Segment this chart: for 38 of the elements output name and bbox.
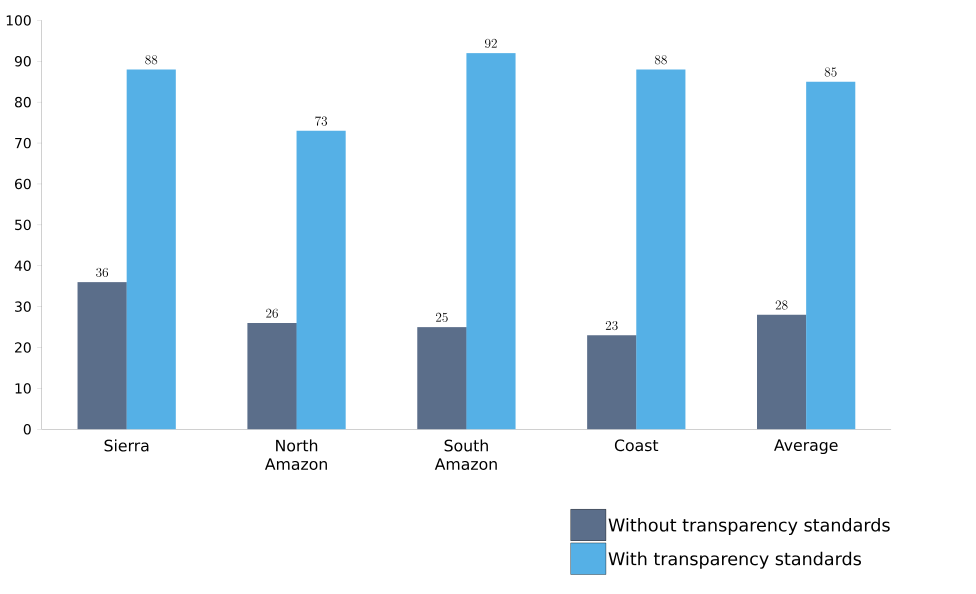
x-tick-label: Average — [774, 439, 838, 454]
bar — [587, 335, 636, 430]
bar — [466, 52, 516, 430]
y-tick-label: 80 — [14, 96, 31, 108]
data-label: 25 — [436, 312, 448, 322]
y-tick-label: 30 — [15, 301, 31, 312]
x-tick-label: Coast — [614, 439, 658, 452]
data-label: 36 — [96, 268, 108, 277]
y-tick-label: 50 — [15, 219, 31, 230]
y-tick-label: 10 — [16, 382, 31, 394]
y-tick-label: 70 — [15, 138, 31, 148]
data-label: 88 — [145, 55, 158, 64]
data-label: 26 — [266, 308, 278, 318]
legend-label: With transparency standards — [608, 552, 861, 569]
bar — [296, 130, 346, 430]
y-tick-label: 0 — [24, 424, 31, 434]
bar — [806, 82, 856, 430]
data-label: 92 — [485, 38, 497, 48]
bar — [247, 322, 297, 430]
y-tick-label: 20 — [15, 342, 31, 353]
x-tick-label: South Amazon — [434, 439, 497, 470]
y-tick-label: 90 — [14, 56, 31, 66]
bar — [636, 69, 686, 430]
legend-label: Without transparency standards — [608, 518, 890, 535]
data-label: 85 — [824, 67, 837, 76]
data-label: 73 — [315, 116, 328, 126]
data-label: 23 — [606, 320, 618, 330]
bar — [417, 326, 466, 430]
x-tick-label: North Amazon — [264, 439, 327, 470]
y-tick-label: 60 — [15, 178, 31, 190]
bar — [78, 282, 127, 430]
x-tick-label: Sierra — [104, 439, 148, 452]
data-label: 28 — [776, 300, 788, 310]
y-tick-label: 100 — [6, 14, 31, 26]
bar — [126, 69, 176, 430]
y-tick-label: 40 — [14, 260, 31, 271]
bar — [757, 314, 806, 430]
data-label: 88 — [654, 55, 667, 64]
